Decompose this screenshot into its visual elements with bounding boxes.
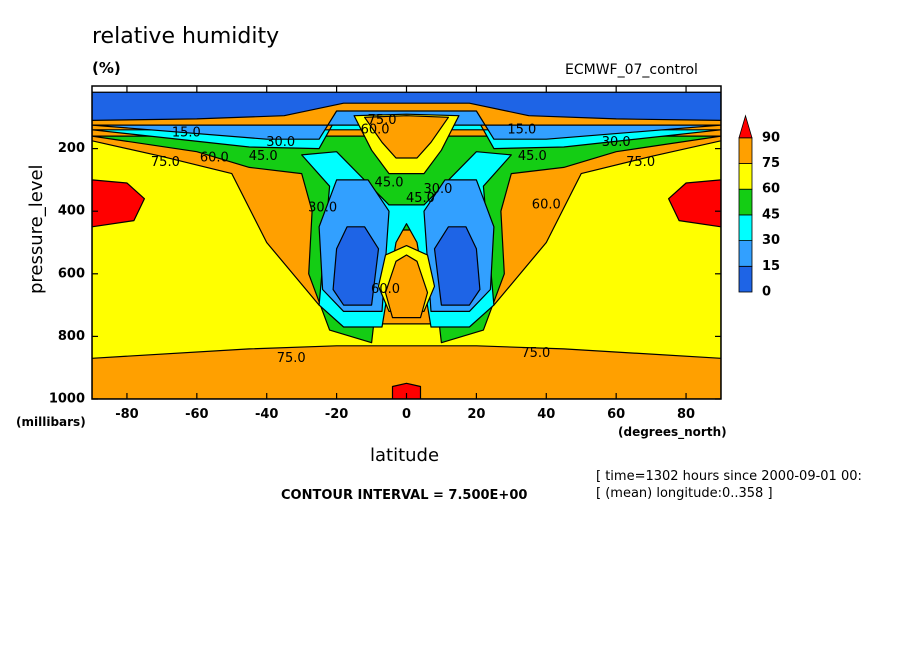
contour-label: 45.0 (375, 176, 404, 191)
x-tick-label: -80 (115, 407, 139, 422)
x-tick-label: 20 (467, 407, 485, 422)
chart-title: relative humidity (92, 24, 280, 49)
colorbar-swatch (738, 214, 753, 241)
contour-label: 15.0 (172, 125, 201, 140)
contour-label: 60.0 (361, 122, 390, 137)
y-tick-label: 200 (58, 141, 85, 156)
contour-region-0 (332, 226, 380, 306)
colorbar-label: 15 (762, 259, 780, 274)
colorbar-label: 90 (762, 130, 780, 145)
contour-label: 75.0 (277, 351, 306, 366)
colorbar-label: 0 (762, 285, 771, 300)
colorbar-label: 60 (762, 182, 780, 197)
contour-region-90 (391, 382, 422, 399)
contour-interval-text: CONTOUR INTERVAL = 7.500E+00 (281, 488, 528, 503)
contour-label: 45.0 (406, 191, 435, 206)
colorbar-swatch (738, 137, 753, 164)
contour-label: 30.0 (308, 201, 337, 216)
colorbar-swatch (738, 240, 753, 267)
contour-label: 60.0 (200, 150, 229, 165)
colorbar-swatch (738, 265, 753, 293)
x-tick-label: -20 (325, 407, 349, 422)
x-tick-label: -60 (185, 407, 209, 422)
longitude-note: [ (mean) longitude:0..358 ] (596, 486, 773, 501)
x-tick-label: 0 (402, 407, 411, 422)
colorbar-arrow (738, 114, 753, 139)
contour-label: 75.0 (521, 346, 550, 361)
contour-label: 30.0 (602, 135, 631, 150)
colorbar-label: 45 (762, 207, 780, 222)
contour-label: 60.0 (371, 282, 400, 297)
contour-region-90 (92, 179, 145, 228)
time-note: [ time=1302 hours since 2000-09-01 00: (596, 469, 862, 484)
x-axis-units: (degrees_north) (618, 425, 727, 439)
colorbar: 0 15 30 45 60 75 90 (738, 114, 780, 300)
y-tick-label: 800 (58, 329, 85, 344)
y-tick-label: 600 (58, 266, 85, 281)
contour-label: 15.0 (507, 122, 536, 137)
contour-label: 45.0 (249, 149, 278, 164)
x-tick-label: -40 (255, 407, 279, 422)
contour-region-60 (92, 140, 721, 359)
colorbar-label: 30 (762, 233, 780, 248)
contour-region-75 (384, 254, 429, 319)
dataset-name: ECMWF_07_control (565, 62, 698, 78)
x-axis-label: latitude (370, 445, 440, 466)
contour-region-0 (433, 226, 481, 306)
y-axis-units: (millibars) (16, 415, 86, 429)
contour-label: 75.0 (151, 155, 180, 170)
x-tick-label: 60 (607, 407, 625, 422)
colorbar-label: 75 (762, 156, 780, 171)
contour-label: 75.0 (626, 155, 655, 170)
contour-label: 30.0 (266, 135, 295, 150)
contour-label: 75.0 (368, 113, 397, 128)
colorbar-swatch (738, 163, 753, 190)
y-tick-label: 400 (58, 204, 85, 219)
contour-region-75 (364, 115, 449, 159)
contour-label: 45.0 (518, 149, 547, 164)
contour-label: 60.0 (532, 197, 561, 212)
y-tick-label: 1000 (49, 392, 85, 407)
x-tick-label: 80 (677, 407, 695, 422)
contour-label: 30.0 (423, 182, 452, 197)
x-tick-label: 40 (537, 407, 555, 422)
chart-units: (%) (92, 59, 121, 77)
colorbar-swatch (738, 188, 753, 216)
contour-region-90 (667, 179, 721, 228)
contour-region-0 (92, 91, 721, 122)
